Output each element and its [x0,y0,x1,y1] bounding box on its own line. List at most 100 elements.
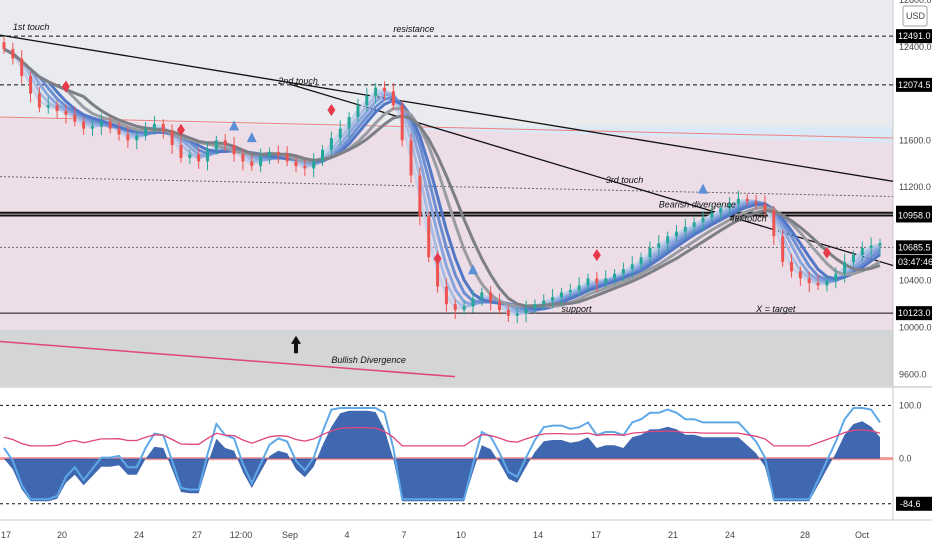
annotation-label: X = target [755,304,796,314]
y-tick-label: 11200.0 [899,182,931,192]
candle-body [400,105,404,141]
candle-body [356,105,360,117]
candle-body [674,231,678,237]
candle-body [214,140,218,150]
price-tag-label: 12074.5 [898,80,931,90]
candle-body [161,123,165,132]
candle-body [754,201,758,204]
candle-body [524,308,528,314]
candle-body [692,222,696,227]
candle-body [329,138,333,150]
candle-body [772,210,776,237]
y-tick-label: 10400.0 [899,276,932,286]
x-tick-label: Sep [282,530,298,540]
price-tag-label: 10685.5 [898,242,931,252]
candle-body [374,87,378,96]
candle-body [719,208,723,213]
price-tag-bg [896,208,932,223]
candle-body [418,175,422,217]
candle-body [64,111,68,115]
candle-body [613,273,617,279]
candle-body [568,290,572,293]
osc-tag-bg [896,496,932,511]
candle-body [108,121,112,129]
y-tick-label: 12800.0 [899,0,932,5]
osc-tick-label: 100.0 [899,400,922,410]
price-tag-bg [896,240,932,255]
price-tag-label: 12491.0 [898,31,931,41]
candle-body [117,128,121,135]
candle-body [276,152,280,155]
candle-body [409,140,413,176]
price-tag-bg [896,255,932,270]
candle-body [825,280,829,286]
x-tick-label: 14 [533,530,543,540]
support-zone [0,330,893,386]
candle-body [515,313,519,316]
candle-body [559,292,563,298]
resistance-zone [0,0,893,127]
x-tick-label: 17 [591,530,601,540]
candle-body [542,300,546,305]
ema-ribbon-line [3,47,881,308]
candle-body [11,49,15,59]
buy-signal-marker [246,132,257,143]
candle-body [533,304,537,309]
candle-body [382,87,386,92]
candle-body [20,58,24,77]
x-tick-label: 20 [57,530,67,540]
candle-body [29,76,33,94]
candle-body [728,203,732,209]
x-tick-label: 4 [344,530,349,540]
annotation-label: 1st touch [13,22,50,32]
resistance-trendline-2 [289,83,894,267]
candle-body [2,42,6,50]
y-tick-label: 12400.0 [899,42,932,52]
sell-signal-marker [822,246,831,259]
candle-body [73,114,77,122]
resistance-trendline [0,34,894,182]
candle-body [498,301,502,310]
x-tick-label: Oct [855,530,870,540]
x-tick-label: 24 [725,530,735,540]
candle-body [807,278,811,284]
y-tick-label: 9600.0 [899,369,927,379]
candle-body [152,123,156,129]
ema-ribbon-line [3,47,881,309]
candle-body [506,309,510,316]
y-tick-label: 10000.0 [899,323,932,333]
candle-body [648,247,652,258]
candle-body [188,154,192,158]
price-tag-bg [896,306,932,321]
annotation-label: 4th touch [730,214,767,224]
x-tick-label: 10 [456,530,466,540]
candle-body [321,149,325,162]
candle-body [99,121,103,127]
candle-body [179,145,183,158]
oscillator-wave [3,407,881,501]
currency-label: USD [906,11,926,21]
price-tag-label: 10958.0 [898,210,931,220]
candle-body [338,128,342,139]
candle-body [657,243,661,248]
pink-trendline [0,340,456,378]
candle-body [303,166,307,169]
annotation-label: 2nd touch [277,76,318,86]
candle-body [790,262,794,272]
candle-body [444,286,448,305]
oscillator-layer [0,404,893,505]
candle-body [347,116,351,129]
candle-body [135,135,139,141]
sell-signal-marker [433,252,442,265]
price-tag-label: 10123.0 [898,308,931,318]
oscillator-line [3,427,881,447]
x-tick-label: 24 [134,530,144,540]
price-tag-bg [896,29,932,44]
candle-body [144,128,148,136]
candle-body [639,257,643,265]
candle-body [745,198,749,202]
candle-body [250,161,254,167]
candle-body [736,198,740,204]
candle-body [453,304,457,310]
buy-signal-marker [467,264,478,275]
